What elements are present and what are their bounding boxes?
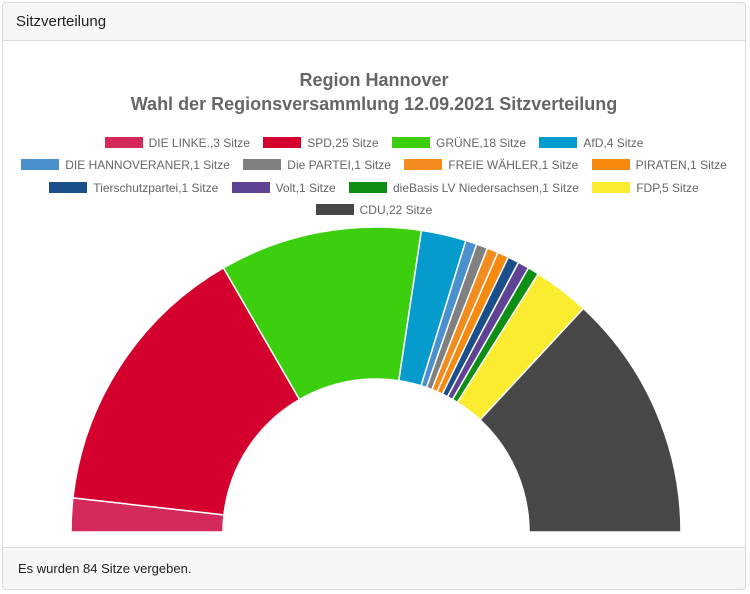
seat-segment-spd[interactable] [72, 266, 301, 516]
legend-label: Die PARTEI,1 Sitze [287, 158, 391, 172]
legend-row-1: DIE LINKE.,3 Sitze SPD,25 Sitze GRÜNE,18… [3, 136, 745, 150]
legend-label: FREIE WÄHLER,1 Sitze [448, 158, 579, 172]
legend-swatch [21, 159, 60, 170]
legend-swatch [263, 137, 302, 148]
legend-item[interactable]: GRÜNE,18 Sitze [392, 136, 526, 150]
legend-label: PIRATEN,1 Sitze [635, 158, 727, 172]
legend-item[interactable]: DIE LINKE.,3 Sitze [104, 136, 250, 150]
legend-label: SPD,25 Sitze [307, 136, 379, 150]
legend-label: DIE LINKE.,3 Sitze [148, 136, 250, 150]
seat-chart-svg [70, 226, 682, 533]
legend-swatch [315, 204, 354, 215]
legend-item[interactable]: Volt,1 Sitze [231, 181, 336, 195]
legend-swatch [348, 182, 387, 193]
legend-item[interactable]: SPD,25 Sitze [263, 136, 379, 150]
legend-item[interactable]: PIRATEN,1 Sitze [591, 158, 727, 172]
legend-label: Volt,1 Sitze [275, 181, 336, 195]
seat-segment-cdu[interactable] [479, 307, 682, 533]
chart-subtitle: Wahl der Regionsversammlung 12.09.2021 S… [130, 94, 618, 114]
legend-item[interactable]: FREIE WÄHLER,1 Sitze [404, 158, 578, 172]
legend-item[interactable]: Tierschutzpartei,1 Sitze [49, 181, 218, 195]
legend-item[interactable]: Die PARTEI,1 Sitze [243, 158, 391, 172]
legend-label: FDP,5 Sitze [636, 181, 699, 195]
legend-label: AfD,4 Sitze [583, 136, 644, 150]
legend-swatch [231, 182, 270, 193]
card-header: Sitzverteilung [3, 3, 745, 41]
seat-segment-grüne[interactable] [222, 226, 423, 401]
legend-label: DIE HANNOVERANER,1 Sitze [65, 158, 230, 172]
legend-swatch [392, 137, 431, 148]
legend-label: dieBasis LV Niedersachsen,1 Sitze [392, 181, 579, 195]
legend-label: CDU,22 Sitze [359, 203, 433, 217]
legend-item[interactable]: AfD,4 Sitze [539, 136, 643, 150]
legend-label: GRÜNE,18 Sitze [436, 136, 527, 150]
legend-swatch [104, 137, 143, 148]
legend-swatch [404, 159, 443, 170]
legend-swatch [592, 182, 631, 193]
card-footer: Es wurden 84 Sitze vergeben. [3, 547, 745, 589]
legend-swatch [591, 159, 630, 170]
legend-item[interactable]: CDU,22 Sitze [315, 203, 433, 217]
legend-item[interactable]: dieBasis LV Niedersachsen,1 Sitze [348, 181, 579, 195]
legend-swatch [243, 159, 282, 170]
legend-row-3: Tierschutzpartei,1 Sitze Volt,1 Sitze di… [3, 181, 745, 195]
legend-item[interactable]: DIE HANNOVERANER,1 Sitze [21, 158, 230, 172]
chart-area: Region Hannover Wahl der Regionsversamml… [3, 41, 745, 549]
legend-label: Tierschutzpartei,1 Sitze [93, 181, 219, 195]
legend-swatch [539, 137, 578, 148]
legend-item[interactable]: FDP,5 Sitze [592, 181, 699, 195]
legend-swatch [49, 182, 88, 193]
chart-title: Region Hannover [299, 70, 449, 90]
legend-row-2: DIE HANNOVERANER,1 Sitze Die PARTEI,1 Si… [3, 158, 745, 172]
legend-row-4: CDU,22 Sitze [3, 203, 745, 217]
